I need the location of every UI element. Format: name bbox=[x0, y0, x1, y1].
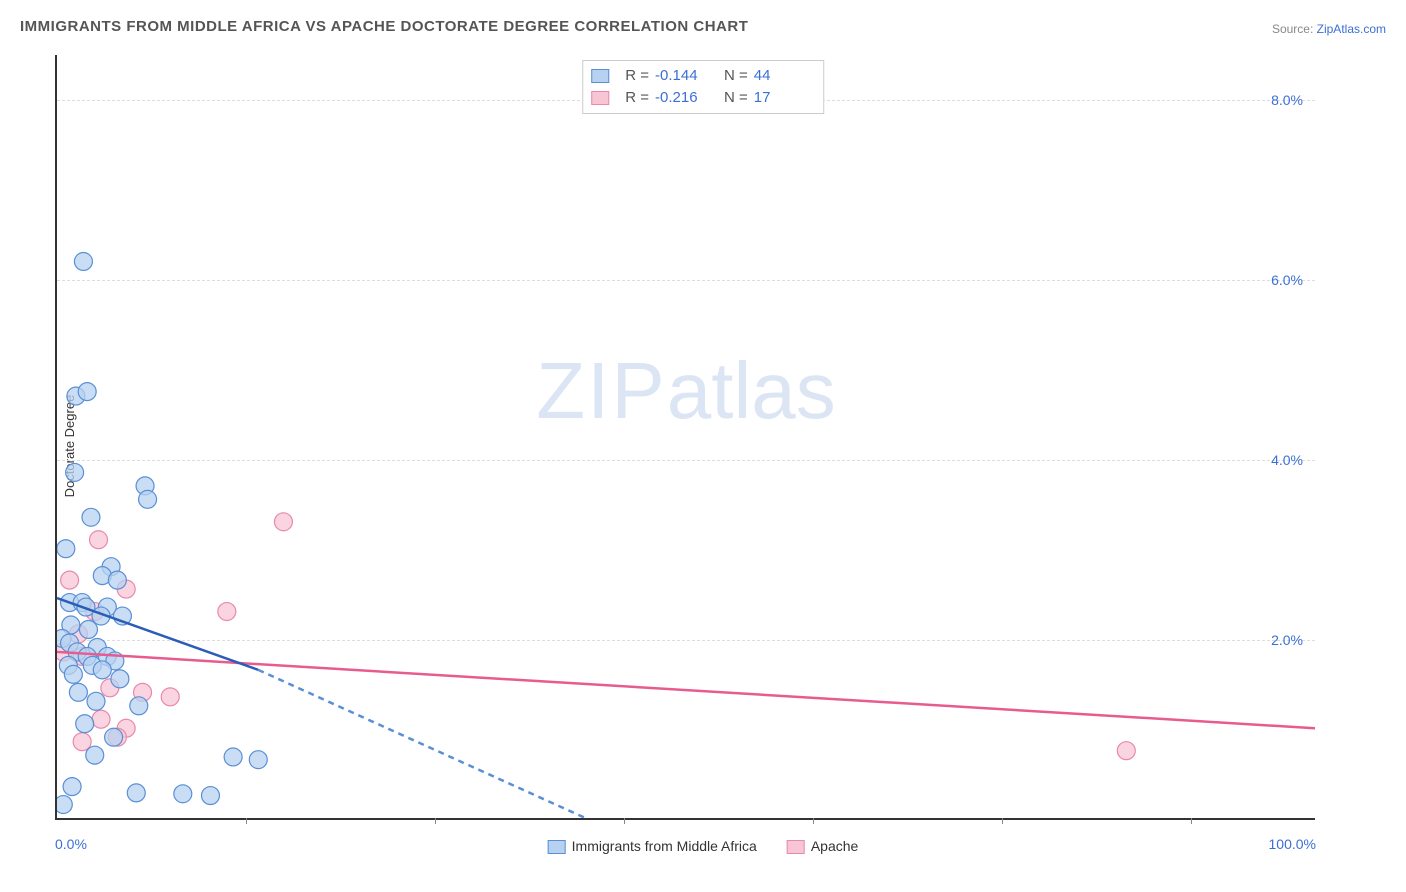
x-tick-mark bbox=[1191, 818, 1192, 824]
correlation-legend: R = -0.144 N = 44 R = -0.216 N = 17 bbox=[582, 60, 824, 114]
plot-svg bbox=[57, 55, 1315, 818]
legend-swatch-blue-icon bbox=[548, 840, 566, 854]
legend-swatch-pink bbox=[591, 91, 609, 105]
legend-row-pink: R = -0.216 N = 17 bbox=[591, 87, 809, 109]
source-link[interactable]: ZipAtlas.com bbox=[1317, 22, 1386, 36]
legend-row-blue: R = -0.144 N = 44 bbox=[591, 65, 809, 87]
x-tick-max: 100.0% bbox=[1269, 836, 1316, 852]
chart-plot-area: ZIPatlas 2.0%4.0%6.0%8.0% bbox=[55, 55, 1315, 820]
x-tick-mark bbox=[813, 818, 814, 824]
x-tick-mark bbox=[624, 818, 625, 824]
legend-swatch-blue bbox=[591, 69, 609, 83]
legend-swatch-pink-icon bbox=[787, 840, 805, 854]
chart-title: IMMIGRANTS FROM MIDDLE AFRICA VS APACHE … bbox=[20, 18, 748, 35]
x-tick-mark bbox=[435, 818, 436, 824]
x-tick-min: 0.0% bbox=[55, 836, 87, 852]
x-tick-mark bbox=[246, 818, 247, 824]
legend-item-blue: Immigrants from Middle Africa bbox=[548, 838, 757, 854]
source-caption: Source: ZipAtlas.com bbox=[1272, 22, 1386, 36]
series-legend: Immigrants from Middle Africa Apache bbox=[548, 838, 859, 854]
x-tick-mark bbox=[1002, 818, 1003, 824]
legend-item-pink: Apache bbox=[787, 838, 858, 854]
